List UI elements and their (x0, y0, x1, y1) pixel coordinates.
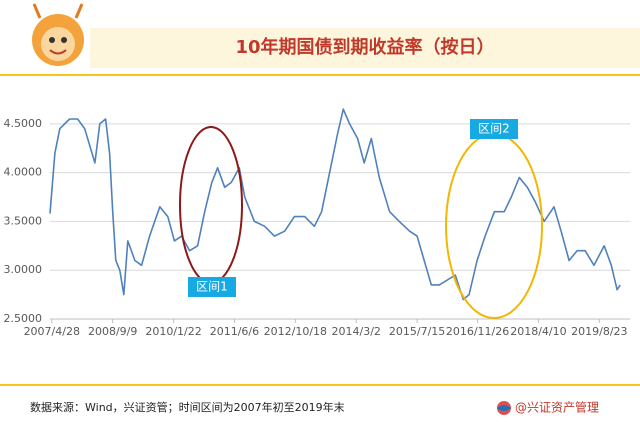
x-tick-label: 2007/4/28 (24, 325, 80, 338)
title-band (90, 28, 640, 68)
x-tick-label: 2018/4/10 (510, 325, 566, 338)
x-tick-label: 2008/9/9 (88, 325, 137, 338)
y-tick-label: 3.0000 (4, 263, 43, 276)
annotation: 区间2 (478, 122, 510, 136)
annotation: 区间1 (196, 280, 228, 294)
annotation-box (188, 277, 236, 297)
source-note: 数据来源：Wind，兴证资管；时间区间为2007年初至2019年末 (30, 400, 345, 414)
x-tick-label: 2019/8/23 (571, 325, 627, 338)
plot: 2.5000 3.0000 3.5000 4.0000 4.5000 2007/4/28 2… (4, 108, 630, 338)
y-tick-label: 2.5000 (4, 312, 43, 325)
x-tick-label: 2012/10/18 (264, 325, 327, 338)
x-tick-label: 2015/7/15 (389, 325, 445, 338)
brand: @兴证资产管理 (515, 400, 599, 415)
annotation-box (470, 119, 518, 139)
x-tick-label: 2010/1/22 (145, 325, 201, 338)
y-tick-label: 3.5000 (4, 214, 43, 227)
x-tick-label: 2011/6/6 (210, 325, 259, 338)
x-tick-label: 2016/11/26 (446, 325, 509, 338)
chart-title: 10年期国债到期收益率（按日） (235, 36, 494, 58)
brand-logo-mark (497, 405, 511, 411)
x-tick-label: 2014/3/2 (332, 325, 381, 338)
y-tick-label: 4.5000 (4, 117, 43, 130)
mascot (32, 3, 84, 66)
y-tick-label: 4.0000 (4, 166, 43, 179)
line (49, 108, 621, 301)
